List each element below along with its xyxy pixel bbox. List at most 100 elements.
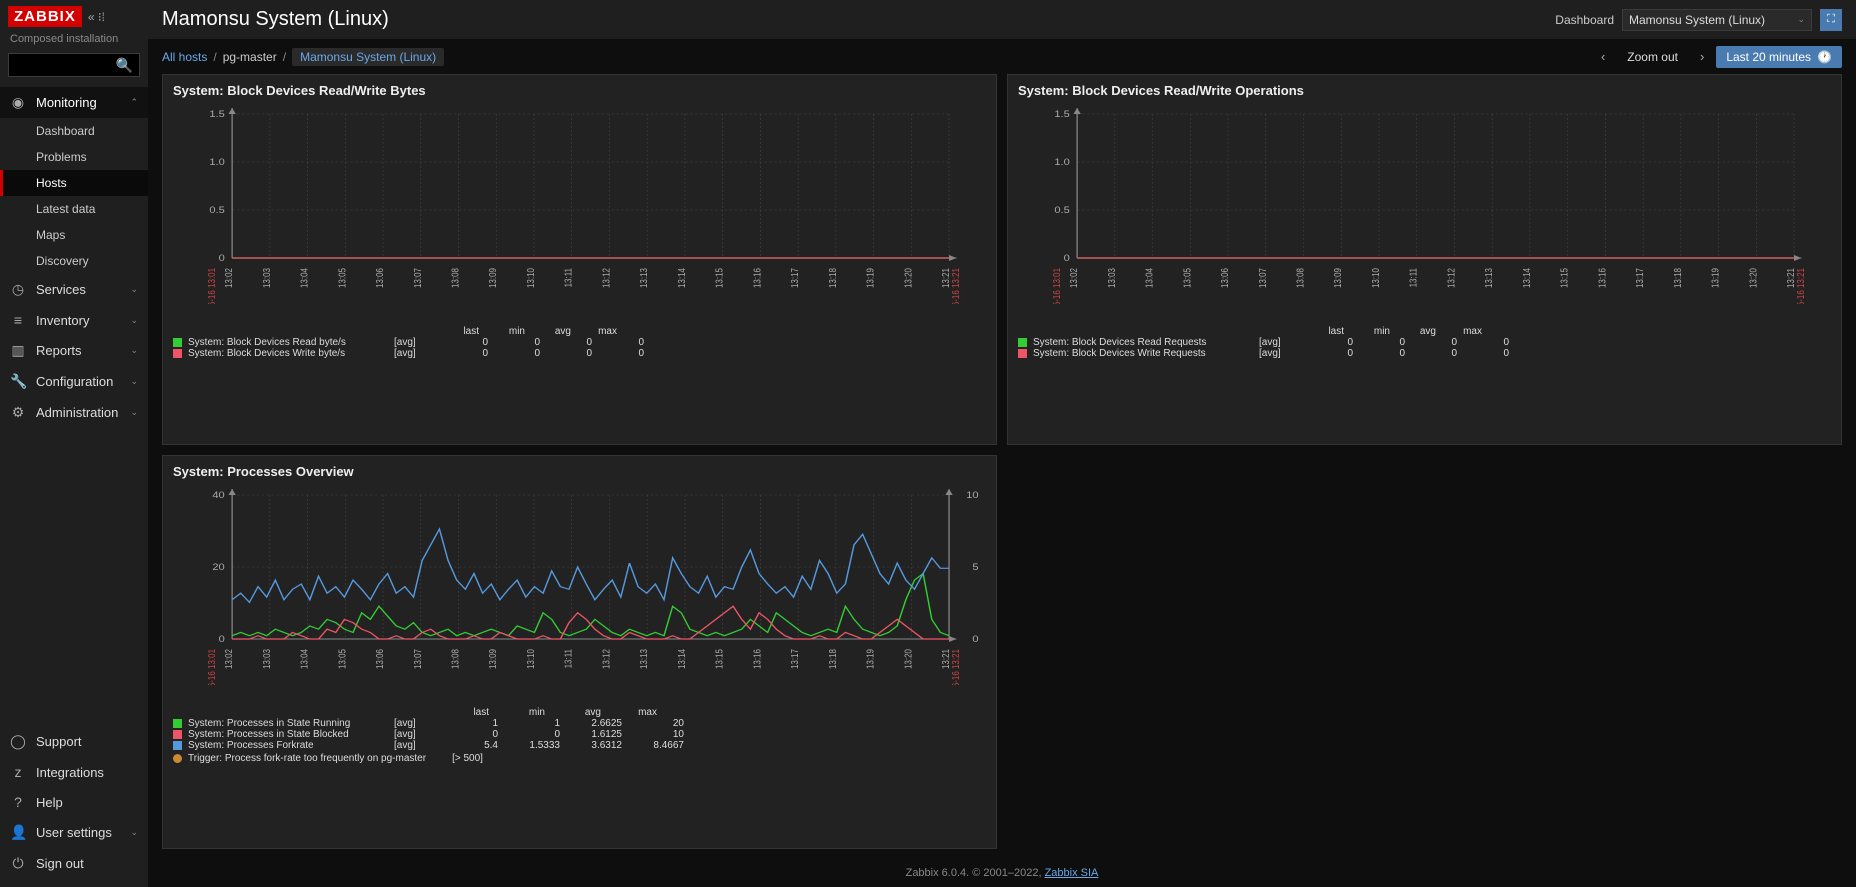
sidebar-item-latest-data[interactable]: Latest data <box>0 196 148 222</box>
svg-text:13:14: 13:14 <box>676 268 687 288</box>
dashboard-value: Mamonsu System (Linux) <box>1629 13 1765 27</box>
svg-text:13:11: 13:11 <box>1408 268 1419 287</box>
nav-user-settings[interactable]: 👤User settings⌄ <box>0 817 148 848</box>
panel-title: System: Block Devices Read/Write Operati… <box>1018 83 1831 98</box>
svg-text:13:03: 13:03 <box>261 268 272 288</box>
search-box[interactable]: 🔍 <box>8 53 140 77</box>
time-range-button[interactable]: Last 20 minutes 🕐 <box>1716 46 1842 68</box>
sidebar-item-discovery[interactable]: Discovery <box>0 248 148 274</box>
legend-row: System: Block Devices Write byte/s[avg]0… <box>173 348 986 359</box>
svg-text:13:08: 13:08 <box>450 648 461 668</box>
svg-text:13:11: 13:11 <box>563 268 574 287</box>
nav-integrations[interactable]: zIntegrations <box>0 757 148 787</box>
nav-help[interactable]: ?Help <box>0 787 148 817</box>
svg-text:13:09: 13:09 <box>487 648 498 668</box>
svg-text:13:10: 13:10 <box>525 268 536 288</box>
logo[interactable]: ZABBIX <box>8 6 82 27</box>
svg-text:13:05: 13:05 <box>337 648 348 668</box>
svg-text:13:13: 13:13 <box>1483 268 1494 288</box>
chevron-down-icon: ⌄ <box>1797 14 1805 25</box>
chevron-down-icon: ⌄ <box>130 345 138 356</box>
time-next-button[interactable]: › <box>1692 45 1712 68</box>
svg-text:13:04: 13:04 <box>299 648 310 668</box>
svg-text:13:10: 13:10 <box>525 648 536 668</box>
svg-text:06-16 13:01: 06-16 13:01 <box>1051 268 1062 304</box>
svg-text:13:19: 13:19 <box>1710 268 1721 288</box>
svg-text:13:04: 13:04 <box>299 268 310 288</box>
chart-area[interactable]: 00.51.01.513:0213:0313:0413:0513:0613:07… <box>173 104 986 304</box>
nav-services[interactable]: ◷Services⌄ <box>0 274 148 305</box>
nav-monitoring[interactable]: ◉ Monitoring ⌃ <box>0 87 148 118</box>
legend-row: System: Block Devices Write Requests[avg… <box>1018 348 1831 359</box>
svg-text:13:05: 13:05 <box>1182 268 1193 288</box>
svg-text:13:16: 13:16 <box>1597 268 1608 288</box>
nav: ◉ Monitoring ⌃ DashboardProblemsHostsLat… <box>0 87 148 726</box>
svg-text:13:10: 13:10 <box>1370 268 1381 288</box>
nav-configuration[interactable]: 🔧Configuration⌄ <box>0 366 148 397</box>
sidebar-item-maps[interactable]: Maps <box>0 222 148 248</box>
svg-text:0.5: 0.5 <box>209 206 225 216</box>
search-icon[interactable]: 🔍 <box>110 57 139 74</box>
panel-title: System: Block Devices Read/Write Bytes <box>173 83 986 98</box>
chevron-down-icon: ⌄ <box>130 315 138 326</box>
nav-support[interactable]: ◯Support <box>0 726 148 757</box>
svg-text:13:06: 13:06 <box>374 648 385 668</box>
eye-icon: ◉ <box>10 94 26 111</box>
svg-text:13:16: 13:16 <box>752 648 763 668</box>
collapse-icon[interactable]: « ⁝⁞ <box>88 10 105 24</box>
bc-current[interactable]: Mamonsu System (Linux) <box>292 48 444 66</box>
svg-text:10: 10 <box>966 490 979 500</box>
nav-inventory[interactable]: ≡Inventory⌄ <box>0 305 148 335</box>
breadcrumb: All hosts / pg-master / Mamonsu System (… <box>162 48 444 66</box>
sidebar-item-dashboard[interactable]: Dashboard <box>0 118 148 144</box>
svg-text:0.5: 0.5 <box>1054 206 1070 216</box>
svg-text:1.5: 1.5 <box>209 110 225 120</box>
chart-svg: 02040051013:0213:0313:0413:0513:0613:071… <box>173 485 986 685</box>
svg-text:13:19: 13:19 <box>865 648 876 668</box>
chevron-down-icon: ⌄ <box>130 284 138 295</box>
legend-row: System: Processes in State Running[avg]1… <box>173 718 986 729</box>
footer: Zabbix 6.0.4. © 2001–2022, Zabbix SIA <box>148 859 1856 887</box>
zoom-out-button[interactable]: Zoom out <box>1617 46 1688 68</box>
svg-text:13:12: 13:12 <box>601 648 612 668</box>
search-input[interactable] <box>9 59 110 71</box>
nav-administration[interactable]: ⚙Administration⌄ <box>0 397 148 428</box>
svg-text:0: 0 <box>1064 254 1071 264</box>
svg-text:13:18: 13:18 <box>1672 268 1683 288</box>
svg-text:06-16 13:21: 06-16 13:21 <box>1795 268 1806 304</box>
svg-text:06-16 13:01: 06-16 13:01 <box>206 648 217 684</box>
install-subtitle: Composed installation <box>0 33 148 53</box>
svg-text:13:02: 13:02 <box>223 268 234 288</box>
svg-text:13:08: 13:08 <box>450 268 461 288</box>
chart-area[interactable]: 00.51.01.513:0213:0313:0413:0513:0613:07… <box>1018 104 1831 304</box>
fullscreen-button[interactable]: ⛶ <box>1820 9 1842 31</box>
svg-text:13:19: 13:19 <box>865 268 876 288</box>
svg-text:13:12: 13:12 <box>1446 268 1457 288</box>
svg-text:13:05: 13:05 <box>337 268 348 288</box>
bc-all-hosts[interactable]: All hosts <box>162 50 207 64</box>
chart-svg: 00.51.01.513:0213:0313:0413:0513:0613:07… <box>1018 104 1831 304</box>
footer-link[interactable]: Zabbix SIA <box>1045 867 1099 879</box>
svg-text:13:20: 13:20 <box>903 648 914 668</box>
nav-sign-out[interactable]: ⏻Sign out <box>0 848 148 879</box>
time-prev-button[interactable]: ‹ <box>1593 45 1613 68</box>
svg-text:20: 20 <box>212 562 225 572</box>
svg-text:13:06: 13:06 <box>1219 268 1230 288</box>
svg-text:13:02: 13:02 <box>1068 268 1079 288</box>
sidebar-item-problems[interactable]: Problems <box>0 144 148 170</box>
logo-row: ZABBIX « ⁝⁞ <box>0 0 148 33</box>
chevron-down-icon: ⌄ <box>130 827 138 838</box>
chart-area[interactable]: 02040051013:0213:0313:0413:0513:0613:071… <box>173 485 986 685</box>
svg-text:13:18: 13:18 <box>827 268 838 288</box>
panel-block-rw-ops: System: Block Devices Read/Write Operati… <box>1007 74 1842 445</box>
svg-text:06-16 13:21: 06-16 13:21 <box>950 648 961 684</box>
legend-row: System: Block Devices Read Requests[avg]… <box>1018 337 1831 348</box>
panel-block-rw-bytes: System: Block Devices Read/Write Bytes00… <box>162 74 997 445</box>
dashboard-select[interactable]: Mamonsu System (Linux) ⌄ <box>1622 9 1812 31</box>
chart-legend: lastminavgmaxSystem: Processes in State … <box>173 707 986 764</box>
svg-text:1.5: 1.5 <box>1054 110 1070 120</box>
svg-text:13:09: 13:09 <box>487 268 498 288</box>
sidebar-item-hosts[interactable]: Hosts <box>0 170 148 196</box>
nav-reports[interactable]: ▥Reports⌄ <box>0 335 148 366</box>
legend-row: System: Processes in State Blocked[avg]0… <box>173 729 986 740</box>
